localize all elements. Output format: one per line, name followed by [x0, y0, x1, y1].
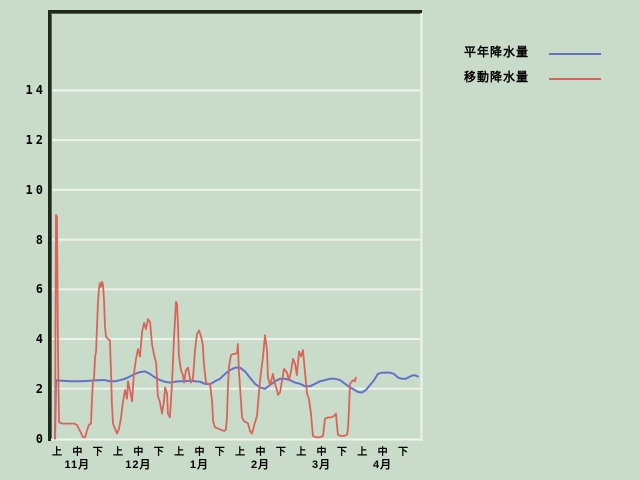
y-axis-tick-label: 4 [35, 332, 46, 347]
y-axis-tick-label: 10 [25, 182, 46, 197]
plot-border-top-bevel [51, 13, 421, 14]
x-axis-period-label: 中 [255, 447, 266, 458]
x-axis-period-label: 中 [72, 447, 83, 458]
gridlines [51, 89, 421, 390]
x-axis-period-label: 中 [133, 447, 144, 458]
x-axis-month-label: 1月 [189, 459, 209, 471]
x-axis-period-label: 下 [336, 447, 347, 458]
y-axis-tick-label: 6 [35, 282, 46, 297]
x-axis-period-label: 中 [316, 447, 327, 458]
x-axis-period-label: 中 [377, 447, 388, 458]
plot-border-left [48, 10, 51, 441]
x-axis-period-label: 下 [153, 447, 164, 458]
x-axis-period-label: 上 [174, 447, 185, 458]
plot-border-left-bevel [51, 13, 52, 439]
moving-precipitation-line [54, 213, 357, 440]
normal-precipitation-line [54, 366, 419, 440]
y-axis-tick-label: 14 [25, 83, 46, 98]
x-axis-period-label: 上 [296, 447, 307, 458]
x-axis-month-label: 2月 [250, 459, 271, 471]
x-axis-period-label: 上 [113, 447, 124, 458]
x-axis-period-label: 上 [357, 447, 368, 458]
y-axis-tick-label: 0 [35, 431, 46, 446]
x-axis-period-label: 下 [397, 447, 408, 458]
x-axis-month-label: 4月 [373, 459, 393, 471]
y-axis-tick-label: 8 [35, 232, 46, 247]
plot-border-right [420, 13, 423, 441]
plot-border-bottom [51, 438, 423, 441]
x-axis-month-label: 3月 [311, 459, 332, 471]
x-axis-period-label: 下 [275, 447, 286, 458]
x-axis-period-label: 中 [194, 447, 205, 458]
y-axis-tick-label: 2 [35, 381, 46, 396]
y-axis-tick-label: 12 [25, 133, 46, 148]
x-axis-period-label: 下 [214, 447, 225, 458]
legend-label-moving-precipitation: 移動降水量 [464, 70, 530, 84]
legend-line-swatch-blue [549, 53, 601, 55]
legend-line-swatch-red [549, 78, 601, 80]
x-axis-period-label: 上 [52, 447, 62, 458]
x-axis-period-label: 下 [92, 447, 103, 458]
x-axis-month-label: 11月 [64, 459, 91, 471]
plot-border-top [48, 10, 422, 13]
x-axis-period-label: 上 [235, 447, 246, 458]
legend-label-normal-precipitation: 平年降水量 [464, 45, 530, 59]
x-axis-month-label: 12月 [125, 459, 152, 471]
